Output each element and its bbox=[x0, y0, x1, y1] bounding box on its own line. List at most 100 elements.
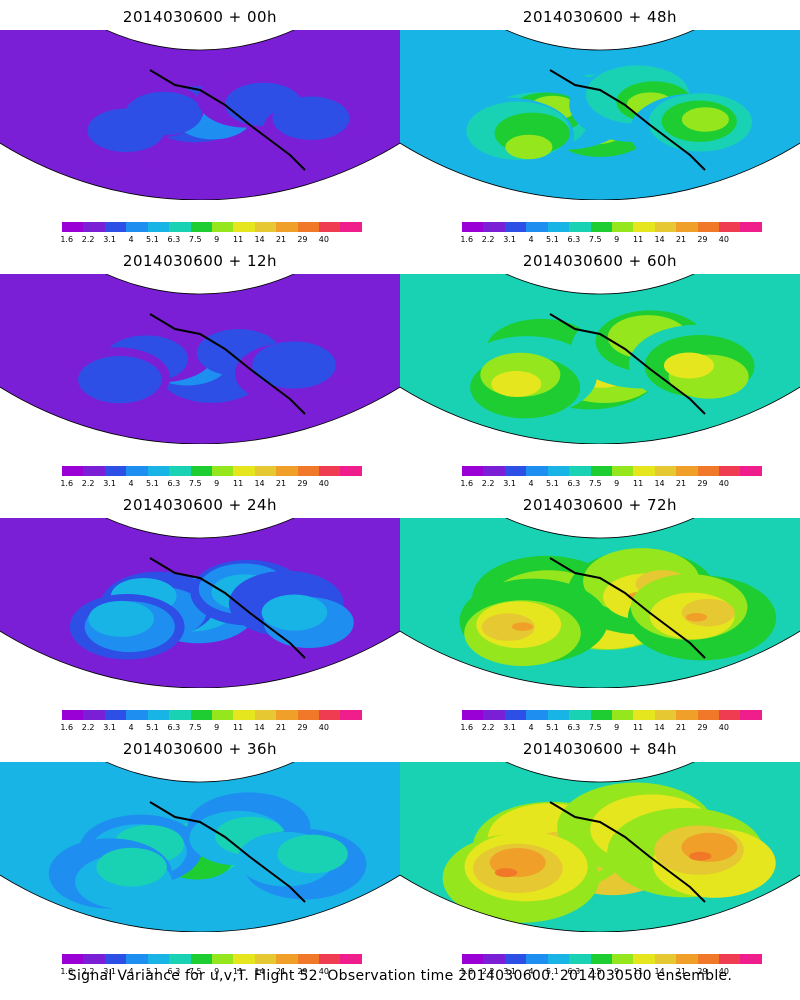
colorbar-swatch bbox=[190, 710, 212, 720]
colorbar-tick-label: 14 bbox=[254, 723, 265, 732]
colorbar-tick-label: 1.6 bbox=[60, 967, 74, 976]
variance-map bbox=[400, 274, 800, 444]
variance-contour bbox=[689, 851, 712, 861]
colorbar-swatch bbox=[740, 710, 762, 720]
colorbar-swatch bbox=[83, 954, 105, 964]
colorbar-tick-label: 5.1 bbox=[146, 235, 159, 244]
map-outline bbox=[400, 518, 800, 688]
variance-contour bbox=[252, 341, 336, 389]
colorbar-tick-label: 6.3 bbox=[567, 967, 581, 976]
colorbar-tick-label: 6.3 bbox=[167, 723, 181, 732]
panel-title: 2014030600 + 48h bbox=[522, 8, 678, 26]
colorbar-labels: 1.6 2.2 3.1 4 5.1 6.3 7.5 9 11 14 21 29 40 bbox=[460, 235, 762, 245]
colorbar-tick-label: 11 bbox=[633, 723, 644, 732]
colorbar-tick-label: 14 bbox=[654, 479, 665, 488]
colorbar-swatch bbox=[62, 466, 84, 476]
colorbar-tick-label: 2.2 bbox=[481, 479, 495, 488]
colorbar-swatch bbox=[697, 222, 720, 232]
colorbar-tick-label: 3.1 bbox=[503, 235, 516, 244]
colorbar-swatch bbox=[504, 710, 527, 720]
coastline bbox=[149, 69, 306, 171]
variance-contour bbox=[88, 600, 154, 637]
colorbar-tick-label: 9 bbox=[214, 723, 220, 732]
colorbar-swatch bbox=[633, 222, 655, 232]
panel-title: 2014030600 + 00h bbox=[122, 8, 278, 26]
colorbar-swatch bbox=[740, 954, 762, 964]
colorbar-swatch bbox=[483, 466, 505, 476]
colorbar bbox=[462, 954, 762, 964]
map-panel: 2014030600 + 84h 1.6 2.2 3.1 4 5.1 6.3 7.5 9 11 14… bbox=[400, 732, 800, 976]
colorbar-swatch bbox=[590, 466, 612, 476]
colorbar-tick-label: 6.3 bbox=[567, 723, 581, 732]
colorbar-tick-label: 5.1 bbox=[146, 723, 159, 732]
colorbar-tick-label: 1.6 bbox=[60, 723, 74, 732]
colorbar-swatch bbox=[654, 222, 677, 232]
colorbar-swatch bbox=[633, 710, 655, 720]
field-background bbox=[0, 274, 400, 444]
colorbar-labels: 1.6 2.2 3.1 4 5.1 6.3 7.5 9 11 14 21 29 40 bbox=[460, 723, 762, 733]
map-outline bbox=[400, 762, 800, 932]
colorbar-swatch bbox=[319, 222, 341, 232]
colorbar-tick-label: 7.5 bbox=[188, 967, 202, 976]
panel-title: 2014030600 + 24h bbox=[122, 496, 278, 514]
colorbar-tick-label: 9 bbox=[614, 479, 620, 488]
coastline bbox=[549, 557, 706, 659]
colorbar-swatch bbox=[483, 222, 505, 232]
variance-contour bbox=[272, 96, 350, 140]
map-panel: 2014030600 + 24h 1.6 2.2 3.1 4 5.1 6.3 7.5 9 11 14… bbox=[0, 488, 400, 732]
colorbar-swatch bbox=[276, 710, 298, 720]
colorbar-swatch bbox=[697, 954, 720, 964]
variance-contour bbox=[681, 107, 729, 132]
variance-contour bbox=[505, 134, 553, 160]
colorbar-swatch bbox=[169, 710, 191, 720]
colorbar-labels: 1.6 2.2 3.1 4 5.1 6.3 7.5 9 11 14 21 29 40 bbox=[460, 479, 762, 489]
colorbar-tick-label: 40 bbox=[318, 479, 329, 488]
colorbar-tick-label: 9 bbox=[214, 235, 220, 244]
field-background bbox=[0, 30, 400, 200]
colorbar-tick-label: 11 bbox=[633, 235, 644, 244]
map-panel: 2014030600 + 00h 1.6 2.2 3.1 4 5.1 6.3 7.5 9 11 14… bbox=[0, 0, 400, 244]
colorbar-swatch bbox=[297, 222, 320, 232]
map-panel: 2014030600 + 36h 1.6 2.2 3.1 4 5.1 6.3 7.5 9 11 14… bbox=[0, 732, 400, 976]
colorbar-swatch bbox=[611, 466, 634, 476]
colorbar-swatch bbox=[654, 954, 677, 964]
colorbar-swatch bbox=[169, 954, 191, 964]
colorbar-swatch bbox=[126, 466, 148, 476]
colorbar-tick-label: 4 bbox=[528, 723, 534, 732]
colorbar-tick-label: 3.1 bbox=[503, 479, 516, 488]
colorbar-tick-label: 40 bbox=[318, 967, 329, 976]
colorbar-swatch bbox=[147, 710, 170, 720]
colorbar-tick-label: 5.1 bbox=[546, 479, 559, 488]
colorbar-swatch bbox=[676, 710, 698, 720]
colorbar-tick-label: 21 bbox=[275, 479, 287, 488]
colorbar-swatch bbox=[462, 954, 484, 964]
colorbar-swatch bbox=[83, 466, 105, 476]
colorbar-tick-label: 3.1 bbox=[503, 723, 516, 732]
map-panel: 2014030600 + 72h 1.6 2.2 3.1 4 5.1 6.3 7.5 9 11 14… bbox=[400, 488, 800, 732]
colorbar-swatch bbox=[190, 466, 212, 476]
colorbar-tick-label: 21 bbox=[675, 235, 687, 244]
colorbar-tick-label: 7.5 bbox=[188, 235, 202, 244]
colorbar-swatch bbox=[547, 954, 570, 964]
colorbar-labels: 1.6 2.2 3.1 4 5.1 6.3 7.5 9 11 14 21 29 40 bbox=[60, 235, 362, 245]
colorbar-swatch bbox=[211, 222, 234, 232]
colorbar bbox=[62, 466, 362, 476]
colorbar-tick-label: 4 bbox=[128, 723, 134, 732]
colorbar-tick-label: 4 bbox=[128, 235, 134, 244]
colorbar-tick-label: 3.1 bbox=[103, 723, 116, 732]
field-background bbox=[400, 30, 800, 200]
colorbar-swatch bbox=[104, 710, 127, 720]
colorbar-swatch bbox=[719, 466, 741, 476]
colorbar-tick-label: 6.3 bbox=[167, 235, 181, 244]
colorbar-swatch bbox=[297, 466, 320, 476]
colorbar-tick-label: 5.1 bbox=[546, 235, 559, 244]
colorbar-tick-label: 21 bbox=[675, 479, 687, 488]
colorbar-swatch bbox=[611, 222, 634, 232]
colorbar-tick-label: 21 bbox=[275, 235, 287, 244]
variance-map bbox=[0, 274, 400, 444]
colorbar-swatch bbox=[190, 954, 212, 964]
map-panel: 2014030600 + 48h 1.6 2.2 3.1 4 5.1 6.3 7.5 9 11 14… bbox=[400, 0, 800, 244]
map-outline bbox=[400, 30, 800, 200]
colorbar-swatch bbox=[126, 954, 148, 964]
colorbar-swatch bbox=[654, 710, 677, 720]
